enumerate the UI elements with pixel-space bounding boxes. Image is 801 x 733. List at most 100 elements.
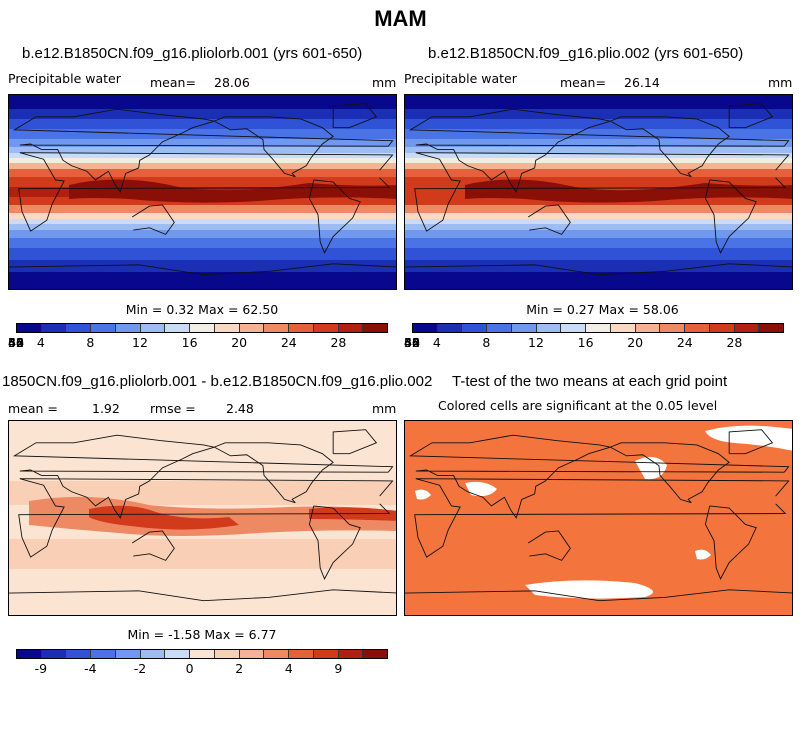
colorbar-swatch-2 [462, 324, 488, 332]
colorbar-tick-label: 2 [235, 661, 244, 676]
coastline-4 [308, 505, 361, 580]
panel2-colorbar-ticks: 4 8 12 16 20 24 28 32 36 40 44 48 52 56 60 [404, 335, 784, 351]
band-17 [405, 230, 792, 238]
colorbar-swatch-5 [536, 324, 562, 332]
coastline-5 [728, 429, 774, 455]
colorbar-tick-label: 4 [284, 661, 293, 676]
colorbar-tick-label: 16 [181, 335, 198, 350]
coastline-6 [9, 263, 396, 276]
coastline-5 [332, 429, 378, 455]
colorbar-tick-label: 20 [627, 335, 644, 350]
colorbar-swatch-1 [41, 650, 67, 658]
band-14 [405, 213, 792, 219]
colorbar-swatch-14 [759, 324, 784, 332]
colorbar-swatch-0 [17, 650, 42, 658]
colorbar-tick-label: 4 [36, 335, 45, 350]
coastline-4 [308, 179, 361, 254]
coastline-2 [131, 204, 175, 235]
map-canvas [405, 421, 792, 615]
colorbar-tick-label: 36 [404, 335, 420, 350]
panel3-colorbar-ticks: -9 -4 -2 0 2 4 9 [16, 661, 388, 677]
band-19 [405, 248, 792, 260]
band-9 [9, 169, 396, 177]
colorbar-tick-label: 44 [404, 335, 420, 350]
band-3 [9, 129, 396, 139]
diff-core [89, 505, 239, 530]
panel2-variable: Precipitable water [404, 71, 517, 86]
colorbar-swatch-5 [140, 650, 166, 658]
coastline-6 [405, 589, 792, 602]
colorbar-swatch-12 [709, 324, 735, 332]
band-2 [9, 119, 396, 129]
panel2-map [404, 94, 793, 290]
panel3-stats: Min = -1.58 Max = 6.77 [127, 627, 277, 642]
band-0 [405, 95, 792, 109]
colorbar-swatch-11 [289, 324, 314, 332]
panel3-units: mm [372, 401, 397, 416]
coastline-0 [18, 478, 394, 558]
coastline-2 [527, 530, 571, 561]
band-1 [405, 109, 792, 119]
band-4 [9, 139, 396, 147]
colorbar-tick-label: 48 [404, 335, 420, 350]
coastline-3 [610, 116, 730, 178]
band-9 [405, 169, 792, 177]
band-8 [9, 163, 396, 169]
colorbar-swatch-1 [41, 324, 67, 332]
colorbar-swatch-9 [239, 650, 265, 658]
colorbar-tick-label: 36 [8, 335, 24, 350]
coastline-0 [414, 152, 790, 232]
colorbar-tick-label: 24 [676, 335, 693, 350]
coastline-2 [527, 204, 571, 235]
colorbar-swatch-13 [734, 324, 760, 332]
coastline-5 [728, 103, 774, 129]
colorbar-swatch-8 [214, 650, 240, 658]
colorbar-tick-label: 8 [482, 335, 491, 350]
colorbar-tick-label: 28 [726, 335, 743, 350]
coastline-3 [214, 116, 334, 178]
band-16 [9, 224, 396, 230]
tropical-max [465, 179, 792, 203]
panel1-stats: Min = 0.32 Max = 62.50 [125, 302, 279, 317]
colorbar-swatch-2 [66, 324, 92, 332]
colorbar-tick-label: 48 [8, 335, 24, 350]
colorbar-swatch-10 [660, 324, 686, 332]
panel2-title: b.e12.B1850CN.f09_g16.plio.002 (yrs 601-… [428, 45, 744, 62]
band-15 [405, 219, 792, 224]
colorbar-tick-label: 28 [330, 335, 347, 350]
band-15 [9, 219, 396, 224]
white-patch-atl [415, 489, 431, 500]
panel1-title: b.e12.B1850CN.f09_g16.pliolorb.001 (yrs … [22, 45, 363, 62]
colorbar-swatch-10 [264, 650, 290, 658]
colorbar-swatch-9 [635, 324, 661, 332]
band-13 [405, 205, 792, 213]
band-8 [405, 163, 792, 169]
colorbar-tick-label: 12 [528, 335, 544, 350]
band-1 [9, 109, 396, 119]
colorbar-swatch-3 [487, 324, 512, 332]
colorbar-swatch-11 [685, 324, 710, 332]
coastline-4 [704, 505, 757, 580]
coastline-0 [414, 478, 790, 558]
band-14 [9, 213, 396, 219]
map-canvas [405, 95, 792, 289]
figure-title: MAM [374, 6, 427, 31]
panel1-colorbar-ticks: 4 8 12 16 20 24 28 32 36 40 44 48 52 56 60 [8, 335, 388, 351]
colorbar-swatch-6 [165, 324, 191, 332]
panel1-map [8, 94, 397, 290]
panel3-rmse-value: 2.48 [226, 401, 254, 416]
panel3-title: 1850CN.f09_g16.pliolorb.001 - b.e12.B185… [2, 373, 433, 390]
white-patch-sa [695, 549, 711, 560]
colorbar-tick-label: 44 [8, 335, 24, 350]
colorbar-swatch-13 [338, 650, 364, 658]
panel1-units: mm [372, 75, 397, 90]
band-13 [9, 205, 396, 213]
diff-band-s [9, 539, 396, 569]
panel3-mean-label: mean = [8, 401, 58, 416]
colorbar-swatch-4 [511, 324, 537, 332]
panel3-colorbar [16, 649, 388, 659]
map-canvas [9, 421, 396, 615]
band-20 [405, 260, 792, 272]
colorbar-swatch-6 [561, 324, 587, 332]
coastline-6 [9, 589, 396, 602]
